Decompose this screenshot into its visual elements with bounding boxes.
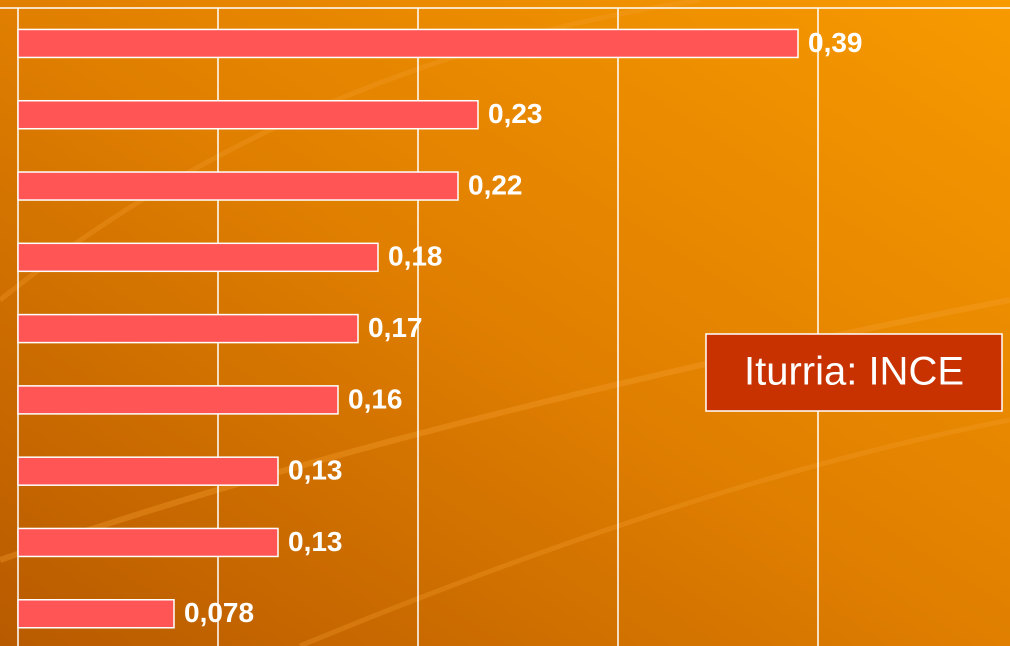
bar (17, 313, 359, 344)
value-label: 0,16 (348, 383, 403, 414)
value-label: 0,078 (184, 597, 254, 628)
bar (17, 385, 339, 415)
value-label: 0,23 (488, 98, 543, 129)
plot-area: 0,39 0,23 0,22 0,18 0,17 0,16 0,13 0,13 0,078 (17, 8, 863, 646)
bar (17, 599, 175, 629)
swoosh (299, 417, 1010, 646)
value-label: 0,13 (288, 455, 343, 486)
bar (17, 171, 459, 201)
bar (17, 527, 279, 558)
annotation: Iturria: INCE (744, 350, 964, 394)
value-label: 0,13 (288, 526, 343, 557)
bar (17, 242, 379, 273)
value-label: 0,18 (388, 241, 443, 272)
annotation-box (705, 333, 1003, 412)
value-label: 0,22 (468, 169, 523, 200)
value-label: 0,39 (808, 27, 863, 58)
bar (17, 99, 479, 130)
bar (17, 456, 279, 486)
value-label: 0,17 (368, 312, 423, 343)
bar (17, 28, 799, 59)
